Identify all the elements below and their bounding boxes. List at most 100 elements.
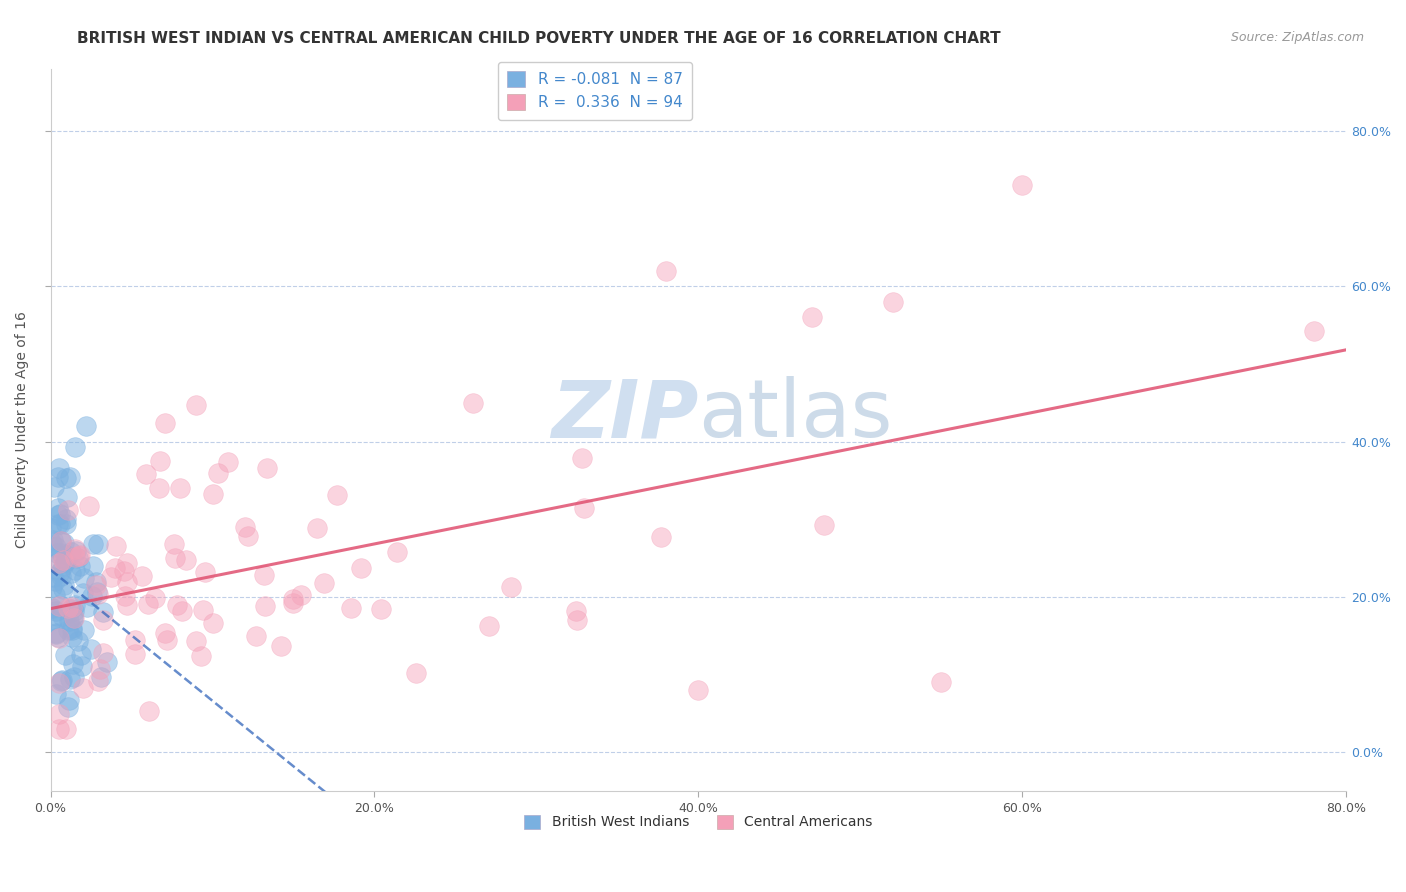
Point — [87, 537, 110, 551]
Point — [245, 630, 267, 644]
Point — [82, 537, 104, 551]
Point — [114, 589, 136, 603]
Point — [80, 642, 103, 657]
Point — [688, 683, 710, 698]
Point — [56, 601, 79, 615]
Point — [270, 639, 292, 653]
Point — [1302, 324, 1324, 338]
Point — [63, 440, 86, 454]
Point — [100, 570, 122, 584]
Point — [52, 578, 75, 592]
Point — [115, 574, 138, 589]
Point — [86, 673, 108, 688]
Point — [800, 310, 823, 325]
Point — [48, 706, 70, 721]
Point — [72, 681, 94, 695]
Point — [124, 633, 146, 648]
Point — [44, 626, 66, 640]
Point — [55, 512, 77, 526]
Point — [55, 471, 77, 485]
Point — [105, 539, 128, 553]
Text: Source: ZipAtlas.com: Source: ZipAtlas.com — [1230, 31, 1364, 45]
Point — [190, 649, 212, 664]
Text: BRITISH WEST INDIAN VS CENTRAL AMERICAN CHILD POVERTY UNDER THE AGE OF 16 CORREL: BRITISH WEST INDIAN VS CENTRAL AMERICAN … — [77, 31, 1001, 46]
Point — [256, 461, 278, 475]
Point — [41, 613, 63, 627]
Point — [84, 578, 107, 592]
Point — [91, 613, 114, 627]
Point — [184, 633, 207, 648]
Point — [49, 569, 72, 583]
Point — [60, 623, 83, 637]
Point — [46, 469, 69, 483]
Text: atlas: atlas — [699, 376, 893, 454]
Point — [191, 603, 214, 617]
Point — [49, 534, 72, 549]
Point — [55, 554, 77, 568]
Point — [77, 500, 100, 514]
Point — [53, 536, 76, 550]
Point — [69, 548, 91, 562]
Point — [314, 576, 336, 591]
Point — [52, 582, 75, 597]
Point — [42, 533, 65, 547]
Point — [49, 598, 72, 612]
Point — [59, 470, 82, 484]
Point — [55, 648, 77, 662]
Point — [51, 673, 73, 687]
Point — [41, 581, 63, 595]
Point — [655, 263, 678, 277]
Point — [136, 597, 159, 611]
Point — [87, 587, 110, 601]
Point — [155, 626, 177, 640]
Point — [172, 604, 194, 618]
Point — [45, 627, 67, 641]
Point — [174, 552, 197, 566]
Point — [63, 598, 86, 612]
Point — [49, 673, 72, 688]
Point — [156, 632, 179, 647]
Point — [124, 648, 146, 662]
Point — [233, 520, 256, 534]
Point — [463, 396, 485, 410]
Point — [72, 586, 94, 600]
Point — [76, 600, 98, 615]
Point — [90, 669, 112, 683]
Point — [66, 633, 89, 648]
Legend: British West Indians, Central Americans: British West Indians, Central Americans — [519, 809, 879, 835]
Point — [63, 563, 86, 577]
Point — [52, 558, 75, 573]
Point — [48, 461, 70, 475]
Point — [254, 599, 277, 614]
Point — [131, 569, 153, 583]
Point — [65, 544, 87, 558]
Point — [70, 658, 93, 673]
Point — [143, 591, 166, 606]
Point — [42, 569, 65, 583]
Point — [45, 604, 67, 618]
Point — [135, 467, 157, 481]
Point — [138, 704, 160, 718]
Point — [56, 700, 79, 714]
Point — [166, 598, 188, 612]
Point — [236, 529, 259, 543]
Point — [60, 621, 83, 635]
Point — [49, 533, 72, 548]
Point — [186, 398, 208, 412]
Point — [58, 692, 80, 706]
Point — [48, 565, 70, 579]
Point — [51, 609, 73, 624]
Point — [385, 545, 408, 559]
Point — [813, 518, 835, 533]
Point — [46, 508, 69, 523]
Point — [281, 596, 304, 610]
Point — [66, 551, 89, 566]
Point — [48, 630, 70, 644]
Point — [59, 602, 82, 616]
Point — [63, 610, 86, 624]
Point — [56, 490, 79, 504]
Point — [55, 555, 77, 569]
Point — [75, 419, 97, 434]
Point — [62, 609, 84, 624]
Point — [217, 455, 239, 469]
